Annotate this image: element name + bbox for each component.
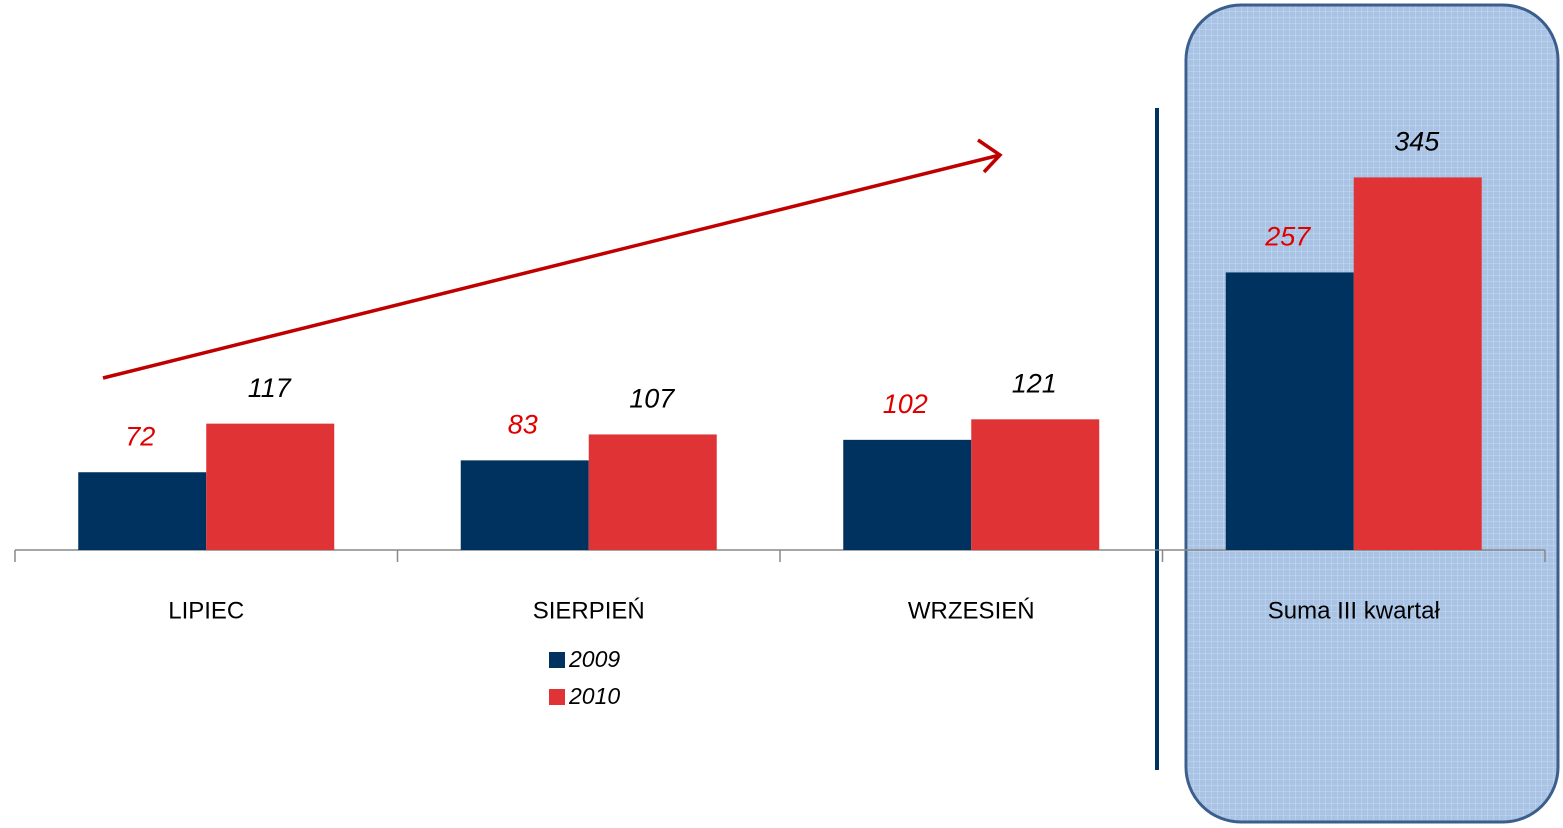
data-label: 72 <box>125 421 155 451</box>
data-label: 345 <box>1394 127 1440 157</box>
legend-label: 2009 <box>568 646 620 672</box>
bar <box>460 460 589 550</box>
legend-swatch <box>549 689 565 705</box>
legend-swatch <box>549 652 565 668</box>
x-tick-label: WRZESIEŃ <box>908 597 1035 624</box>
data-label: 107 <box>629 384 675 414</box>
data-label: 117 <box>248 373 292 403</box>
data-label: 83 <box>508 409 538 439</box>
legend-label: 2010 <box>568 683 620 709</box>
x-tick-label: Suma III kwartał <box>1268 597 1441 624</box>
bar <box>206 423 335 550</box>
trend-arrow <box>102 138 1003 380</box>
data-label: 102 <box>883 389 928 419</box>
bar <box>1225 272 1354 550</box>
data-label: 121 <box>1012 368 1057 398</box>
x-tick-label: LIPIEC <box>168 597 244 624</box>
x-tick-label: SIERPIEŃ <box>533 597 645 624</box>
bar <box>588 434 717 550</box>
bar <box>1353 177 1482 550</box>
bar <box>971 419 1100 550</box>
bar <box>78 472 207 550</box>
bar <box>843 439 972 550</box>
data-label: 257 <box>1264 222 1311 252</box>
